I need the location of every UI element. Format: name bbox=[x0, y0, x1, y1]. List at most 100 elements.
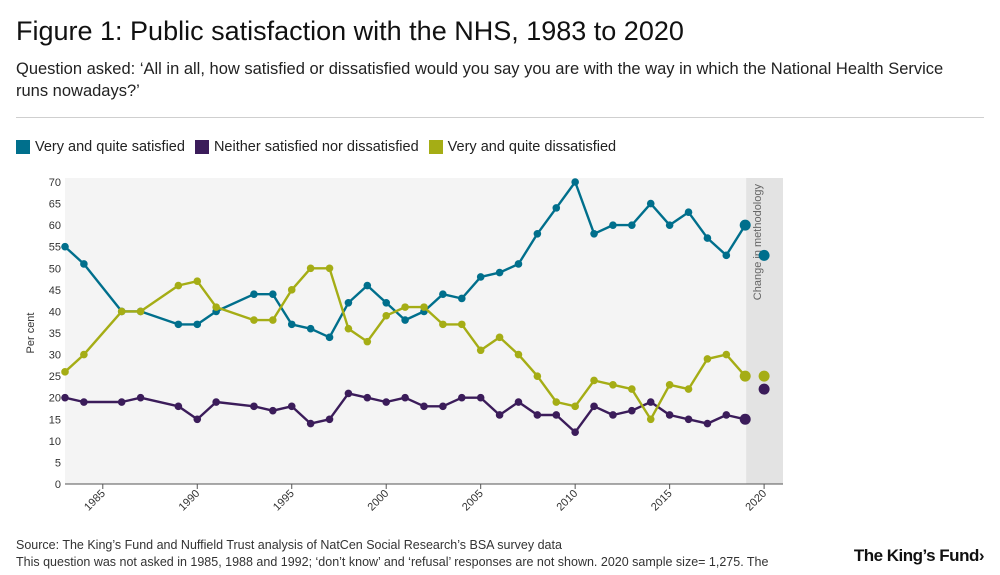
kings-fund-logo[interactable]: The King’s Fund› bbox=[853, 546, 985, 565]
data-point-2020-satisfied bbox=[758, 249, 770, 261]
data-point-satisfied bbox=[646, 199, 655, 208]
data-point-neither bbox=[495, 411, 504, 419]
data-point-satisfied bbox=[61, 242, 69, 251]
data-point-dissatisfied bbox=[212, 303, 220, 311]
y-tick-label: 30 bbox=[49, 350, 61, 362]
data-point-neither bbox=[684, 415, 693, 424]
data-point-satisfied bbox=[457, 294, 466, 303]
data-point-satisfied bbox=[344, 299, 353, 307]
x-tick-label: 2010 bbox=[554, 488, 580, 514]
legend-swatch-dissatisfied bbox=[428, 140, 443, 154]
data-point-satisfied bbox=[325, 333, 334, 342]
data-point-neither bbox=[193, 415, 202, 424]
y-tick-label: 65 bbox=[49, 199, 61, 211]
series-line-satisfied bbox=[64, 180, 747, 339]
source-text: Source: The King’s Fund and Nuffield Tru… bbox=[16, 538, 562, 552]
footnote-text: This question was not asked in 1985, 198… bbox=[16, 555, 769, 569]
data-point-neither bbox=[514, 398, 523, 406]
source-note: Source: The King’s Fund and Nuffield Tru… bbox=[16, 537, 836, 571]
data-point-neither bbox=[80, 398, 88, 406]
data-point-satisfied bbox=[306, 324, 315, 333]
y-axis-label: Per cent bbox=[25, 313, 37, 354]
data-point-neither bbox=[401, 393, 409, 402]
x-tick-label: 1985 bbox=[82, 488, 108, 514]
legend-label-dissatisfied: Very and quite dissatisfied bbox=[447, 139, 617, 155]
data-point-satisfied bbox=[739, 219, 751, 231]
data-point-neither bbox=[665, 411, 674, 419]
data-point-satisfied bbox=[269, 290, 277, 298]
data-point-neither bbox=[533, 411, 542, 419]
data-point-neither bbox=[552, 411, 561, 419]
x-tick-label: 2015 bbox=[649, 488, 675, 514]
data-point-satisfied bbox=[533, 229, 542, 238]
data-point-neither bbox=[722, 411, 731, 419]
data-point-dissatisfied bbox=[514, 350, 523, 359]
data-point-dissatisfied bbox=[401, 303, 409, 311]
legend-swatch-neither bbox=[194, 140, 209, 154]
data-point-dissatisfied bbox=[439, 320, 447, 329]
legend-label-neither: Neither satisfied nor dissatisfied bbox=[213, 139, 419, 155]
data-point-dissatisfied bbox=[722, 350, 731, 359]
data-point-satisfied bbox=[80, 260, 88, 268]
data-point-dissatisfied bbox=[684, 385, 693, 393]
data-point-satisfied bbox=[703, 234, 712, 242]
data-point-2020-neither bbox=[758, 383, 770, 395]
legend-item-neither[interactable]: Neither satisfied nor dissatisfied bbox=[194, 139, 419, 155]
x-tick-label: 2000 bbox=[366, 488, 392, 514]
data-point-satisfied bbox=[609, 221, 617, 229]
data-point-neither bbox=[174, 402, 183, 411]
y-tick-label: 50 bbox=[49, 263, 61, 275]
data-point-satisfied bbox=[495, 268, 504, 277]
data-point-dissatisfied bbox=[571, 402, 579, 411]
data-point-dissatisfied bbox=[382, 311, 391, 320]
data-point-dissatisfied bbox=[476, 346, 485, 355]
data-point-dissatisfied bbox=[739, 370, 751, 382]
data-point-neither bbox=[457, 393, 466, 402]
data-point-neither bbox=[212, 398, 220, 406]
data-point-satisfied bbox=[174, 320, 183, 329]
legend-label-satisfied: Very and quite satisfied bbox=[35, 139, 185, 155]
data-point-dissatisfied bbox=[609, 380, 617, 389]
data-point-dissatisfied bbox=[136, 307, 145, 316]
data-point-neither bbox=[287, 402, 296, 411]
data-point-neither bbox=[703, 419, 712, 428]
data-point-neither bbox=[739, 413, 751, 425]
x-tick-label: 1990 bbox=[177, 488, 203, 514]
data-point-neither bbox=[628, 406, 636, 415]
data-point-neither bbox=[61, 393, 69, 402]
data-point-neither bbox=[476, 393, 485, 402]
data-point-neither bbox=[363, 393, 372, 402]
data-point-neither bbox=[420, 402, 428, 411]
legend-swatch-satisfied bbox=[16, 140, 30, 154]
data-point-dissatisfied bbox=[646, 415, 655, 424]
data-point-satisfied bbox=[193, 320, 202, 329]
methodology-label: Change in methodology bbox=[752, 184, 764, 301]
chart-subtitle: Question asked: ‘All in all, how satisfi… bbox=[16, 60, 944, 100]
x-tick-label: 1995 bbox=[271, 488, 297, 514]
data-point-dissatisfied bbox=[665, 380, 674, 389]
legend-item-satisfied[interactable]: Very and quite satisfied bbox=[16, 139, 185, 155]
data-point-dissatisfied bbox=[457, 320, 466, 329]
data-point-dissatisfied bbox=[250, 316, 258, 324]
y-tick-label: 55 bbox=[49, 242, 61, 254]
data-point-satisfied bbox=[287, 320, 296, 329]
data-point-dissatisfied bbox=[61, 368, 69, 376]
data-point-neither bbox=[382, 398, 391, 406]
data-point-2020-dissatisfied bbox=[758, 370, 770, 382]
data-point-neither bbox=[269, 406, 277, 415]
data-point-neither bbox=[571, 428, 579, 437]
methodology-band bbox=[746, 178, 783, 484]
data-point-dissatisfied bbox=[533, 372, 542, 380]
y-tick-label: 60 bbox=[49, 220, 61, 232]
data-point-satisfied bbox=[250, 290, 258, 298]
data-point-neither bbox=[646, 398, 655, 406]
data-point-satisfied bbox=[722, 251, 731, 260]
data-point-dissatisfied bbox=[552, 398, 561, 406]
data-point-neither bbox=[136, 393, 145, 402]
data-point-dissatisfied bbox=[363, 337, 372, 346]
data-point-satisfied bbox=[590, 229, 598, 238]
legend-item-dissatisfied[interactable]: Very and quite dissatisfied bbox=[428, 139, 617, 155]
data-point-neither bbox=[439, 402, 447, 411]
plot-background bbox=[65, 178, 783, 484]
data-point-satisfied bbox=[628, 221, 636, 229]
